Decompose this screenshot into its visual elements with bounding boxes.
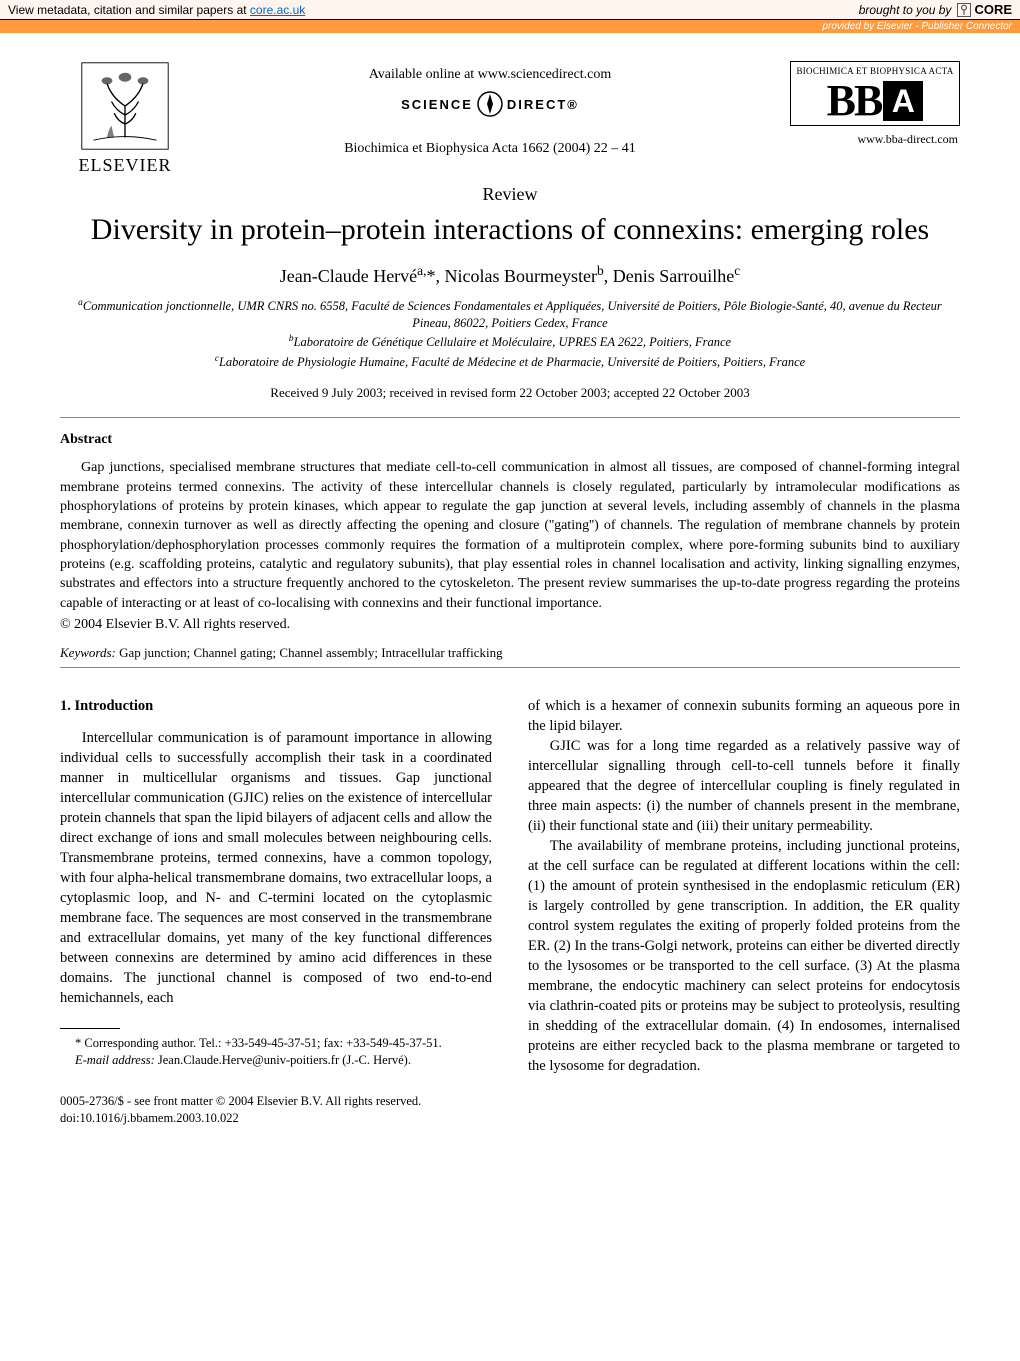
core-brought-by: brought to you by: [859, 3, 952, 17]
doi-line: doi:10.1016/j.bbamem.2003.10.022: [60, 1110, 492, 1127]
bba-a-letter: A: [883, 81, 923, 121]
abstract-body: Gap junctions, specialised membrane stru…: [60, 458, 960, 613]
footnote-rule: [60, 1028, 120, 1029]
core-banner-left: View metadata, citation and similar pape…: [8, 3, 305, 17]
core-logo[interactable]: CORE: [957, 2, 1012, 17]
core-banner-right: brought to you by CORE: [859, 2, 1012, 17]
available-online-text: Available online at www.sciencedirect.co…: [190, 67, 790, 83]
provided-by-text: provided by Elsevier - Publisher Connect…: [822, 21, 1012, 32]
bba-bb-letters: BB: [827, 79, 882, 123]
article-type-label: Review: [60, 184, 960, 205]
article-title: Diversity in protein–protein interaction…: [60, 211, 960, 249]
email-footnote: E-mail address: Jean.Claude.Herve@univ-p…: [60, 1052, 492, 1069]
email-label: E-mail address:: [75, 1053, 155, 1067]
core-banner: View metadata, citation and similar pape…: [0, 0, 1020, 20]
sd-word-right: DIRECT®: [507, 97, 579, 112]
affiliation-a: aCommunication jonctionnelle, UMR CNRS n…: [60, 297, 960, 332]
core-banner-link[interactable]: core.ac.uk: [250, 3, 305, 17]
core-logo-icon: [957, 3, 971, 17]
core-logo-text: CORE: [974, 2, 1012, 17]
keywords-line: Keywords: Gap junction; Channel gating; …: [60, 645, 960, 661]
sd-compass-icon: [477, 91, 503, 117]
right-paragraph-1: of which is a hexamer of connexin subuni…: [528, 696, 960, 736]
left-column: 1. Introduction Intercellular communicat…: [60, 696, 492, 1127]
right-paragraph-2: GJIC was for a long time regarded as a r…: [528, 736, 960, 836]
abstract-heading: Abstract: [60, 432, 960, 448]
core-banner-prefix: View metadata, citation and similar pape…: [8, 3, 250, 17]
right-column: of which is a hexamer of connexin subuni…: [528, 696, 960, 1127]
horizontal-rule: [60, 667, 960, 668]
bba-big-logo: BB A: [795, 79, 955, 123]
doi-block: 0005-2736/$ - see front matter © 2004 El…: [60, 1093, 492, 1128]
abstract-copyright: © 2004 Elsevier B.V. All rights reserved…: [60, 617, 960, 633]
footnote-block: * Corresponding author. Tel.: +33-549-45…: [60, 1035, 492, 1069]
journal-header: ELSEVIER Available online at www.science…: [60, 61, 960, 176]
front-matter-line: 0005-2736/$ - see front matter © 2004 El…: [60, 1093, 492, 1110]
bba-box-wrapper: BIOCHIMICA ET BIOPHYSICA ACTA BB A www.b…: [790, 61, 960, 147]
page-content: ELSEVIER Available online at www.science…: [0, 33, 1020, 1167]
article-dates: Received 9 July 2003; received in revise…: [60, 385, 960, 401]
affiliation-c: cLaboratoire de Physiologie Humaine, Fac…: [60, 353, 960, 371]
article-authors: Jean-Claude Hervéa,*, Nicolas Bourmeyste…: [60, 263, 960, 287]
bba-url: www.bba-direct.com: [790, 132, 960, 147]
section-heading: 1. Introduction: [60, 696, 492, 716]
elsevier-tree-icon: [80, 61, 170, 151]
keywords-label: Keywords:: [60, 645, 116, 660]
elsevier-logo-box: ELSEVIER: [60, 61, 190, 176]
journal-citation-line: Biochimica et Biophysica Acta 1662 (2004…: [190, 141, 790, 157]
left-paragraph-1: Intercellular communication is of paramo…: [60, 728, 492, 1008]
bba-logo-box: BIOCHIMICA ET BIOPHYSICA ACTA BB A: [790, 61, 960, 126]
sd-word-left: SCIENCE: [401, 97, 473, 112]
elsevier-wordmark: ELSEVIER: [60, 155, 190, 176]
keywords-text: Gap junction; Channel gating; Channel as…: [116, 645, 503, 660]
affiliation-b: bLaboratoire de Génétique Cellulaire et …: [60, 333, 960, 351]
corresponding-author-footnote: * Corresponding author. Tel.: +33-549-45…: [60, 1035, 492, 1052]
horizontal-rule: [60, 417, 960, 418]
sciencedirect-logo: SCIENCE DIRECT®: [401, 91, 579, 117]
right-paragraph-3: The availability of membrane proteins, i…: [528, 836, 960, 1076]
bba-full-title: BIOCHIMICA ET BIOPHYSICA ACTA: [795, 66, 955, 76]
center-header: Available online at www.sciencedirect.co…: [190, 61, 790, 157]
email-value: Jean.Claude.Herve@univ-poitiers.fr (J.-C…: [155, 1053, 411, 1067]
body-columns: 1. Introduction Intercellular communicat…: [60, 696, 960, 1127]
provided-by-strip: provided by Elsevier - Publisher Connect…: [0, 20, 1020, 33]
